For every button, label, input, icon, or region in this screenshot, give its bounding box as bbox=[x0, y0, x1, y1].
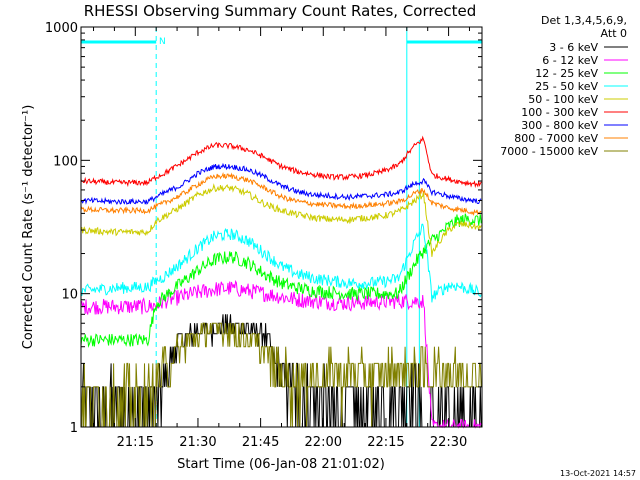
series-3 bbox=[80, 213, 482, 348]
legend-entry-label-7: 300 - 800 keV bbox=[521, 119, 598, 132]
y-tick-label-1: 1 bbox=[70, 421, 78, 436]
series-6 bbox=[80, 135, 482, 189]
series-2 bbox=[80, 279, 482, 429]
x-tick-label-4: 22:00 bbox=[305, 435, 342, 450]
series-line-3 bbox=[80, 213, 482, 348]
series-line-8 bbox=[80, 171, 482, 216]
legend-entry-label-1: 3 - 6 keV bbox=[549, 41, 598, 54]
legend-header-line-1: Det 1,3,4,5,6,9, bbox=[541, 14, 627, 27]
series-line-4 bbox=[80, 223, 482, 303]
y-tick-label-4: 1000 bbox=[45, 21, 78, 36]
series-line-7 bbox=[80, 162, 482, 205]
chart-title: RHESSI Observing Summary Count Rates, Co… bbox=[84, 2, 477, 20]
axis-layer: 21:15 21:30 21:45 22:00 22:15 22:30 1 10 100 1000 bbox=[45, 21, 482, 450]
legend-entry-label-5: 50 - 100 keV bbox=[528, 93, 598, 106]
y-tick-label-3: 100 bbox=[53, 154, 78, 169]
legend-header-line-2: Att 0 bbox=[601, 27, 627, 40]
flag-label: N bbox=[159, 37, 166, 47]
legend-entry-label-2: 6 - 12 keV bbox=[542, 54, 598, 67]
series-line-2 bbox=[80, 279, 482, 429]
x-tick-label-2: 21:30 bbox=[179, 435, 216, 450]
series-7 bbox=[80, 162, 482, 205]
x-tick-label-3: 21:45 bbox=[242, 435, 279, 450]
legend-entry-label-9: 7000 - 15000 keV bbox=[500, 145, 598, 158]
legend-entry-label-6: 100 - 300 keV bbox=[521, 106, 598, 119]
series-line-9 bbox=[80, 322, 482, 428]
footer-timestamp: 13-Oct-2021 14:57 bbox=[560, 469, 636, 478]
series-layer bbox=[80, 135, 482, 429]
y-tick-label-2: 10 bbox=[61, 288, 78, 303]
series-line-5 bbox=[80, 183, 482, 257]
series-9 bbox=[80, 322, 482, 428]
series-5 bbox=[80, 183, 482, 257]
y-axis-label: Corrected Count Rate (s⁻¹ detector⁻¹) bbox=[21, 105, 36, 350]
series-line-6 bbox=[80, 135, 482, 189]
x-tick-label-6: 22:30 bbox=[430, 435, 467, 450]
x-tick-label-1: 21:15 bbox=[117, 435, 154, 450]
legend-entry-label-3: 12 - 25 keV bbox=[535, 67, 598, 80]
legend-entry-label-8: 800 - 7000 keV bbox=[514, 132, 598, 145]
legend-entry-label-4: 25 - 50 keV bbox=[535, 80, 598, 93]
series-8 bbox=[80, 171, 482, 216]
x-axis-label: Start Time (06-Jan-08 21:01:02) bbox=[177, 457, 385, 472]
series-4 bbox=[80, 223, 482, 303]
x-tick-label-5: 22:15 bbox=[367, 435, 404, 450]
